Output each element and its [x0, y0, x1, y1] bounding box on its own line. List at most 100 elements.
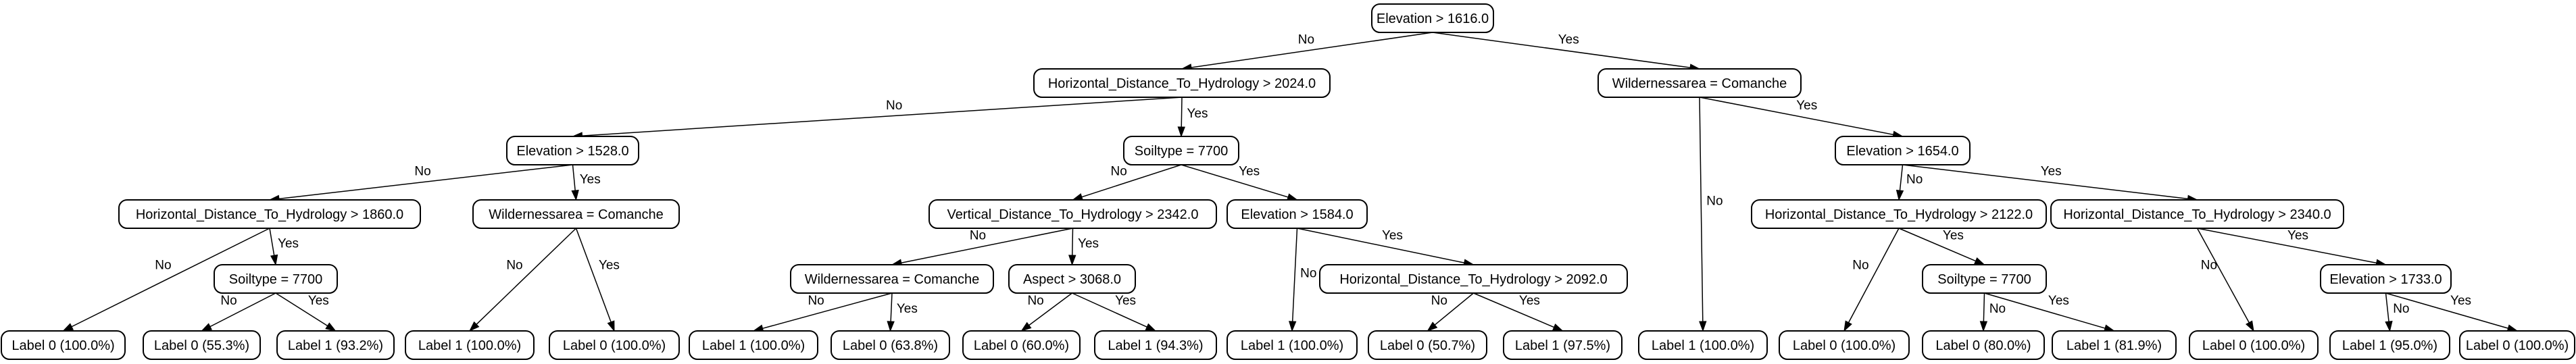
node-box	[689, 330, 818, 360]
leaf-node: Label 0 (63.8%)	[831, 330, 950, 360]
node-box	[1779, 330, 1910, 360]
edge-line	[1191, 32, 1433, 68]
node-box	[1319, 264, 1628, 294]
leaf-node: Label 1 (100.0%)	[405, 330, 535, 360]
node-label: Label 1 (97.5%)	[1515, 338, 1610, 353]
arrowhead	[325, 322, 337, 332]
node-label: Soiltype = 7700	[229, 272, 322, 287]
leaf-node: Label 1 (81.9%)	[2052, 330, 2177, 360]
decision-node: Elevation > 1616.0	[1371, 3, 1494, 33]
edge-line	[275, 292, 328, 327]
edge-label-yes: Yes	[1382, 228, 1403, 242]
arrowhead	[1973, 257, 1985, 265]
node-label: Label 0 (100.0%)	[2202, 338, 2305, 353]
edge-line	[1983, 292, 1985, 322]
arrowhead	[1177, 126, 1185, 138]
node-box	[143, 330, 261, 360]
tree-edge: No	[268, 164, 573, 203]
arrowhead	[468, 321, 480, 332]
node-box	[1638, 330, 1768, 360]
node-label: Label 1 (81.9%)	[2066, 338, 2162, 353]
edge-label-yes: Yes	[308, 294, 329, 308]
edge-line	[209, 292, 276, 328]
arrowhead	[1068, 255, 1076, 266]
node-box	[2329, 330, 2450, 360]
arrowhead	[1699, 321, 1707, 332]
arrowhead	[1843, 320, 1852, 332]
decision-node: Wildernessarea = Comanche	[790, 264, 994, 294]
edge-line	[572, 164, 576, 191]
tree-edge: Yes	[1297, 228, 1475, 267]
tree-edge: No	[1020, 292, 1072, 332]
decision-node: Horizontal_Distance_To_Hydrology > 2092.…	[1319, 264, 1628, 294]
tree-edge: No	[572, 97, 1183, 140]
arrowhead	[1427, 321, 1438, 332]
node-box	[2459, 330, 2575, 360]
tree-edge: No	[752, 292, 893, 332]
tree-edge: Yes	[2197, 228, 2387, 267]
edge-label-no: No	[1431, 294, 1447, 308]
edge-label-yes: Yes	[580, 172, 601, 186]
node-label: Horizontal_Distance_To_Hydrology > 2122.…	[1765, 207, 2033, 222]
edge-label-no: No	[1906, 172, 1923, 186]
node-box	[1503, 330, 1623, 360]
node-box	[1008, 264, 1136, 294]
tree-edges: No Yes No Yes No Yes No Yes No Yes No Yes No Yes No Yes…	[62, 32, 2519, 332]
edge-label-yes: Yes	[1078, 236, 1099, 251]
edge-line	[1699, 97, 1893, 136]
tree-edge: Yes	[1177, 97, 1208, 138]
edge-label-no: No	[1027, 294, 1043, 308]
node-label: Horizontal_Distance_To_Hydrology > 2024.…	[1048, 76, 1316, 91]
edge-line	[1181, 97, 1183, 128]
edge-line	[1029, 292, 1072, 326]
node-label: Horizontal_Distance_To_Hydrology > 2092.…	[1339, 272, 1607, 287]
leaf-node: Label 0 (100.0%)	[549, 330, 680, 360]
node-label: Label 1 (100.0%)	[1241, 338, 1343, 353]
node-box	[790, 264, 994, 294]
edge-line	[2197, 228, 2377, 264]
node-label: Elevation > 1584.0	[1241, 207, 1353, 222]
decision-node: Soiltype = 7700	[214, 264, 338, 294]
node-label: Wildernessarea = Comanche	[805, 272, 979, 287]
leaf-node: Label 1 (100.0%)	[1227, 330, 1358, 360]
leaf-node: Label 1 (100.0%)	[1638, 330, 1768, 360]
node-box	[1094, 330, 1217, 360]
arrowhead	[1145, 323, 1157, 332]
decision-node: Wildernessarea = Comanche	[1597, 68, 1802, 98]
edge-label-no: No	[1989, 302, 2006, 316]
edge-line	[901, 228, 1073, 263]
leaf-node: Label 0 (100.0%)	[2189, 330, 2319, 360]
arrowhead	[1020, 321, 1032, 332]
node-box	[405, 330, 535, 360]
node-label: Label 1 (100.0%)	[1652, 338, 1754, 353]
node-label: Label 1 (95.0%)	[2342, 338, 2437, 353]
leaf-node: Label 0 (60.0%)	[962, 330, 1081, 360]
node-label: Horizontal_Distance_To_Hydrology > 1860.…	[136, 207, 403, 222]
tree-edge: Yes	[2385, 292, 2519, 332]
node-box	[2189, 330, 2319, 360]
edge-line	[1902, 164, 2188, 200]
arrowhead	[1896, 189, 1904, 201]
node-label: Wildernessarea = Comanche	[1612, 76, 1787, 91]
arrowhead	[887, 321, 895, 332]
tree-edge: Yes	[1984, 292, 2115, 332]
decision-node: Elevation > 1584.0	[1227, 199, 1368, 229]
node-box	[1227, 199, 1368, 229]
node-box	[962, 330, 1081, 360]
tree-edge: No	[1427, 292, 1474, 332]
edge-line	[1432, 32, 1691, 68]
arrowhead	[270, 254, 278, 266]
node-label: Label 0 (100.0%)	[2466, 338, 2569, 353]
node-box	[1835, 136, 1971, 165]
node-label: Elevation > 1733.0	[2329, 272, 2442, 287]
leaf-node: Label 0 (55.3%)	[143, 330, 261, 360]
decision-node: Horizontal_Distance_To_Hydrology > 2340.…	[2050, 199, 2344, 229]
tree-edge: Yes	[1072, 292, 1157, 332]
decision-node: Wildernessarea = Comanche	[472, 199, 680, 229]
decision-node: Soiltype = 7700	[1123, 136, 1239, 165]
edge-line	[1848, 228, 1900, 323]
node-label: Vertical_Distance_To_Hydrology > 2342.0	[947, 207, 1199, 222]
edge-label-no: No	[155, 258, 171, 272]
node-box	[1922, 264, 2047, 294]
edge-line	[1898, 228, 1976, 262]
